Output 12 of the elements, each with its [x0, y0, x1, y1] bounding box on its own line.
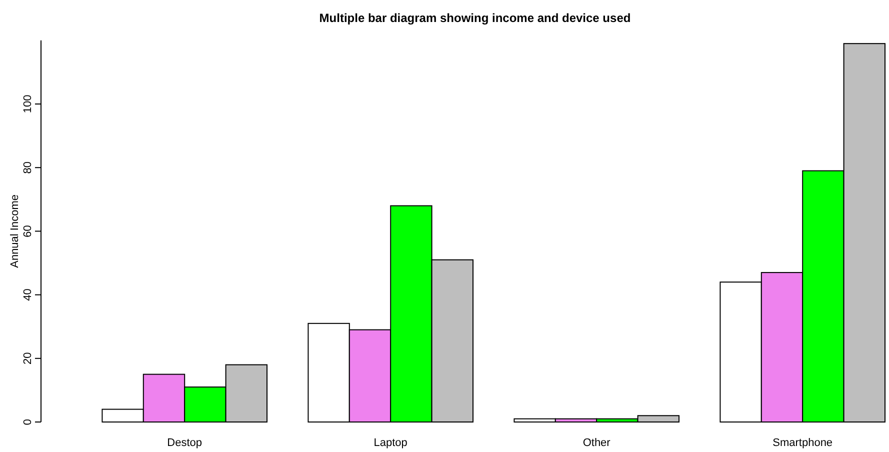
y-tick-label: 100	[22, 94, 34, 114]
y-tick-label: 0	[22, 418, 34, 426]
y-tick-label: 40	[22, 288, 34, 301]
x-tick-label: Other	[582, 437, 611, 449]
chart-title: Multiple bar diagram showing income and device used	[319, 11, 631, 25]
y-tick-label: 80	[22, 161, 34, 174]
x-tick-label: Smartphone	[772, 437, 833, 449]
y-tick-label: 20	[22, 352, 34, 365]
y-axis-title: Annual Income	[9, 194, 21, 268]
x-tick-label: Destop	[167, 437, 202, 449]
x-tick-label: Laptop	[374, 437, 408, 449]
y-tick-label: 60	[22, 225, 34, 238]
